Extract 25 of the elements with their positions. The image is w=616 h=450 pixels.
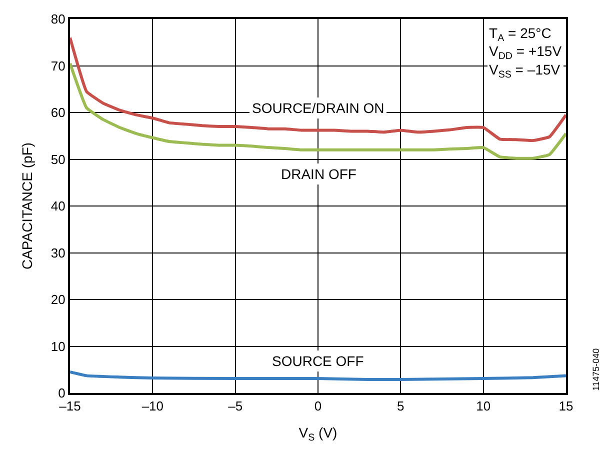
x-tick-label: –5 xyxy=(228,398,243,414)
x-axis-title: V$_{S}$ (V) xyxy=(298,424,338,444)
y-axis-title: CAPACITANCE (pF) xyxy=(19,142,36,270)
y-tick-label: 40 xyxy=(50,198,66,214)
y-tick-label: 70 xyxy=(50,58,66,74)
y-tick-label: 80 xyxy=(50,12,66,27)
x-tick-label: –10 xyxy=(142,398,164,414)
y-tick-label: 50 xyxy=(50,152,66,167)
x-tick-label: 15 xyxy=(558,398,574,414)
y-tick-label: 0 xyxy=(58,386,66,401)
y-tick-label: 60 xyxy=(50,105,66,120)
text: 11475-040 xyxy=(590,348,601,391)
x-tick-label: –15 xyxy=(59,398,81,414)
series-label: DRAIN OFF xyxy=(281,166,356,182)
x-tick-label: 5 xyxy=(397,398,404,414)
series-label: SOURCE OFF xyxy=(272,353,364,369)
x-tick-label: 0 xyxy=(314,398,322,414)
x-tick-label: 10 xyxy=(476,398,491,414)
line-series xyxy=(70,370,566,381)
y-tick-label: 30 xyxy=(50,245,66,260)
y-tick-label: 10 xyxy=(50,338,66,354)
y-tick-label: 20 xyxy=(50,292,66,308)
text: T$_{A}$ = 25°C V$_{DD}$ = +15V V$_{SS}$ = –15V xyxy=(489,25,562,80)
line-series xyxy=(70,62,566,160)
series-label: SOURCE/DRAIN ON xyxy=(252,100,384,116)
